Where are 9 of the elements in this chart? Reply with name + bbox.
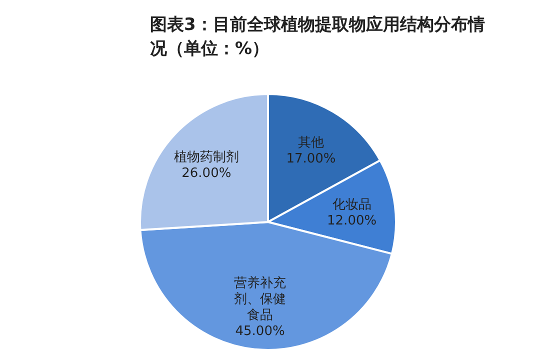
slice-label: 营养补充剂、保健食品: [234, 275, 286, 324]
chart-title: 图表3：目前全球植物提取物应用结构分布情况（单位：%）: [150, 15, 485, 59]
data-label: 45.00%: [235, 324, 285, 340]
slice-label: 植物药制剂: [174, 149, 239, 166]
slice-label: 化妆品: [332, 197, 372, 212]
data-label: 12.00%: [327, 213, 377, 228]
data-label: 17.00%: [286, 151, 336, 166]
slice-label: 其他: [298, 135, 324, 150]
data-label: 26.00%: [182, 166, 232, 182]
